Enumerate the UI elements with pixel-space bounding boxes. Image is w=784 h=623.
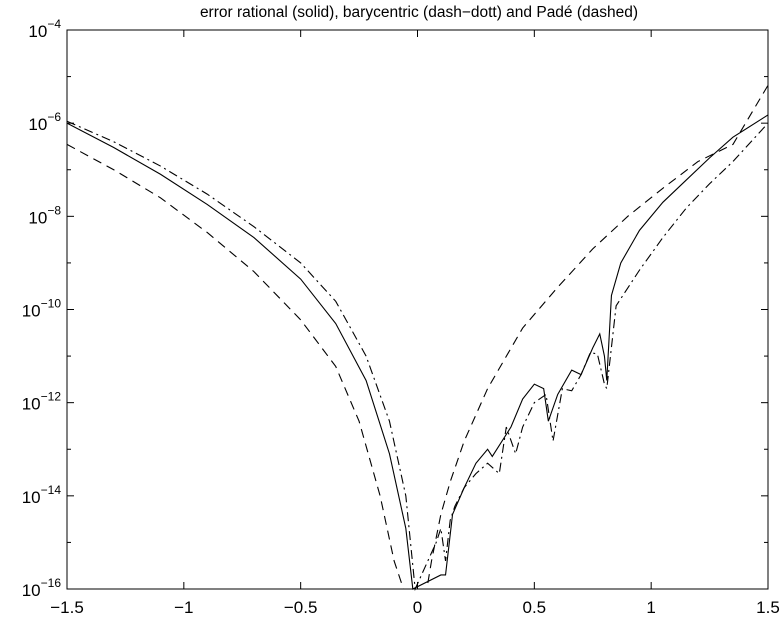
axis-ticks [66, 29, 769, 590]
plot-area-frame [66, 29, 769, 590]
y-tick-label: 10−16 [22, 576, 62, 600]
y-tick-label: 10−4 [28, 17, 61, 41]
series-lines [66, 85, 769, 592]
y-tick-label: 10−8 [28, 203, 61, 227]
axis-tick-labels: −1.5 −1 −0.5 0 0.5 1 1.5 10−16 10−14 10−12 10−10 10… [22, 17, 780, 617]
y-tick-label: 10−14 [22, 483, 62, 507]
series-line-solid [66, 114, 769, 590]
x-tick-label: 0.5 [523, 598, 547, 617]
series-line-dash-dot [66, 120, 769, 592]
x-tick-label: −0.5 [284, 598, 318, 617]
x-tick-label: 0 [413, 598, 422, 617]
series-line-dashed [66, 85, 769, 590]
chart-title: error rational (solid), barycentric (das… [200, 4, 638, 21]
x-tick-label: 1 [646, 598, 655, 617]
y-tick-label: 10−12 [22, 390, 62, 414]
x-tick-label: −1 [174, 598, 193, 617]
x-tick-label: 1.5 [756, 598, 780, 617]
x-tick-label: −1.5 [50, 598, 84, 617]
y-tick-label: 10−6 [28, 110, 61, 134]
y-tick-label: 10−10 [22, 297, 62, 321]
